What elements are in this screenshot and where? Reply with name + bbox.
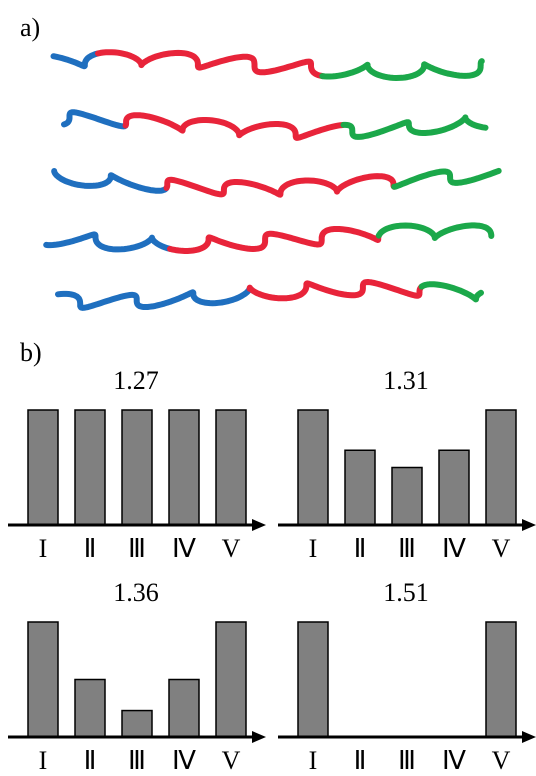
x-tick-label: V: [492, 534, 511, 563]
bar: [74, 678, 106, 738]
chain-segment: [391, 167, 502, 190]
x-tick-label: Ⅲ: [398, 534, 416, 563]
polymer-chains: [43, 49, 502, 311]
x-tick-label: Ⅱ: [84, 534, 97, 563]
chain-segment: [95, 49, 326, 80]
bar: [391, 466, 423, 526]
chain-segment: [319, 58, 485, 81]
chart-title: 1.36: [113, 578, 159, 607]
bar: [27, 621, 59, 738]
x-tick-label: V: [222, 746, 241, 775]
panel-label: a): [20, 13, 40, 42]
bar: [297, 621, 329, 738]
chart-title: 1.51: [383, 578, 429, 607]
bar: [215, 621, 247, 738]
chain-segment: [163, 173, 398, 198]
x-tick-label: Ⅱ: [354, 534, 367, 563]
bar: [344, 449, 376, 526]
chain-segment: [50, 50, 101, 70]
bar: [121, 409, 153, 526]
chain-segment: [246, 279, 425, 302]
bar: [485, 409, 517, 526]
bar: [121, 709, 153, 738]
bar: [215, 409, 247, 526]
chain-segment: [122, 112, 346, 141]
x-tick-label: Ⅳ: [172, 534, 196, 563]
chart-title: 1.27: [113, 366, 159, 395]
x-tick-label: Ⅳ: [442, 746, 466, 775]
chain-segment: [43, 231, 173, 253]
x-tick-label: Ⅳ: [172, 746, 196, 775]
bar: [27, 409, 59, 526]
chain-segment: [55, 286, 253, 311]
x-tick-label: Ⅳ: [442, 534, 466, 563]
chain-segment: [375, 222, 495, 241]
bar: [168, 409, 200, 526]
bar: [438, 449, 470, 526]
bar: [485, 621, 517, 738]
x-tick-label: I: [309, 534, 318, 563]
bar: [74, 409, 106, 526]
chain-segment: [51, 168, 170, 194]
bar: [297, 409, 329, 526]
x-tick-label: Ⅲ: [398, 746, 416, 775]
axis-arrow: [522, 731, 536, 743]
x-tick-label: Ⅲ: [128, 746, 146, 775]
axis-arrow: [252, 731, 266, 743]
x-tick-label: Ⅱ: [84, 746, 97, 775]
x-tick-label: I: [309, 746, 318, 775]
x-tick-label: V: [492, 746, 511, 775]
x-tick-label: V: [222, 534, 241, 563]
chain-segment: [167, 226, 382, 254]
panel-label: b): [20, 338, 42, 367]
x-tick-label: I: [39, 746, 48, 775]
axis-arrow: [522, 519, 536, 531]
chain-segment: [340, 114, 489, 140]
x-tick-label: Ⅲ: [128, 534, 146, 563]
x-tick-label: I: [39, 534, 48, 563]
chain-segment: [61, 109, 129, 130]
axis-arrow: [252, 519, 266, 531]
bar: [168, 678, 200, 738]
x-tick-label: Ⅱ: [354, 746, 367, 775]
chain-segment: [418, 281, 484, 303]
chart-title: 1.31: [383, 366, 429, 395]
